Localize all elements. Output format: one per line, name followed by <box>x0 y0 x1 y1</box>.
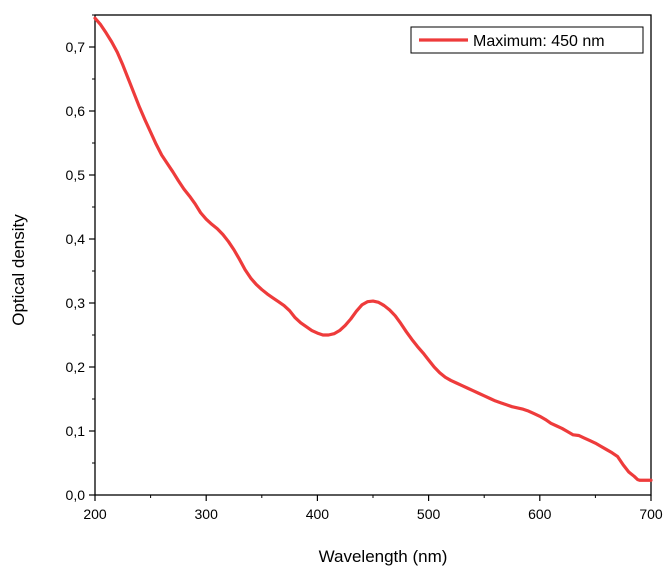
y-tick-label: 0,2 <box>66 359 86 375</box>
plot-area-frame <box>94 14 652 496</box>
y-tick-label: 0,4 <box>66 231 86 247</box>
x-tick-label: 400 <box>306 506 330 522</box>
y-tick-label: 0,3 <box>66 295 86 311</box>
y-tick-label: 0,6 <box>66 103 86 119</box>
series-line-maximum-450nm <box>93 16 653 482</box>
y-axis-title: Optical density <box>9 214 28 326</box>
y-axis-ticks: 0,0 0,1 0,2 0,3 0,4 0,5 0,6 0,7 <box>66 14 95 503</box>
x-axis-title: Wavelength (nm) <box>319 547 448 566</box>
x-axis-ticks: 200 300 400 500 600 700 <box>83 495 663 522</box>
y-tick-label: 0,0 <box>66 487 86 503</box>
x-tick-label: 600 <box>528 506 552 522</box>
x-tick-label: 300 <box>195 506 219 522</box>
x-tick-label: 200 <box>83 506 107 522</box>
y-tick-label: 0,1 <box>66 423 86 439</box>
y-tick-label: 0,5 <box>66 167 86 183</box>
x-tick-label: 700 <box>639 506 663 522</box>
legend: Maximum: 450 nm <box>410 26 644 54</box>
y-tick-label: 0,7 <box>66 39 86 55</box>
legend-label: Maximum: 450 nm <box>473 33 605 50</box>
x-tick-label: 500 <box>417 506 441 522</box>
